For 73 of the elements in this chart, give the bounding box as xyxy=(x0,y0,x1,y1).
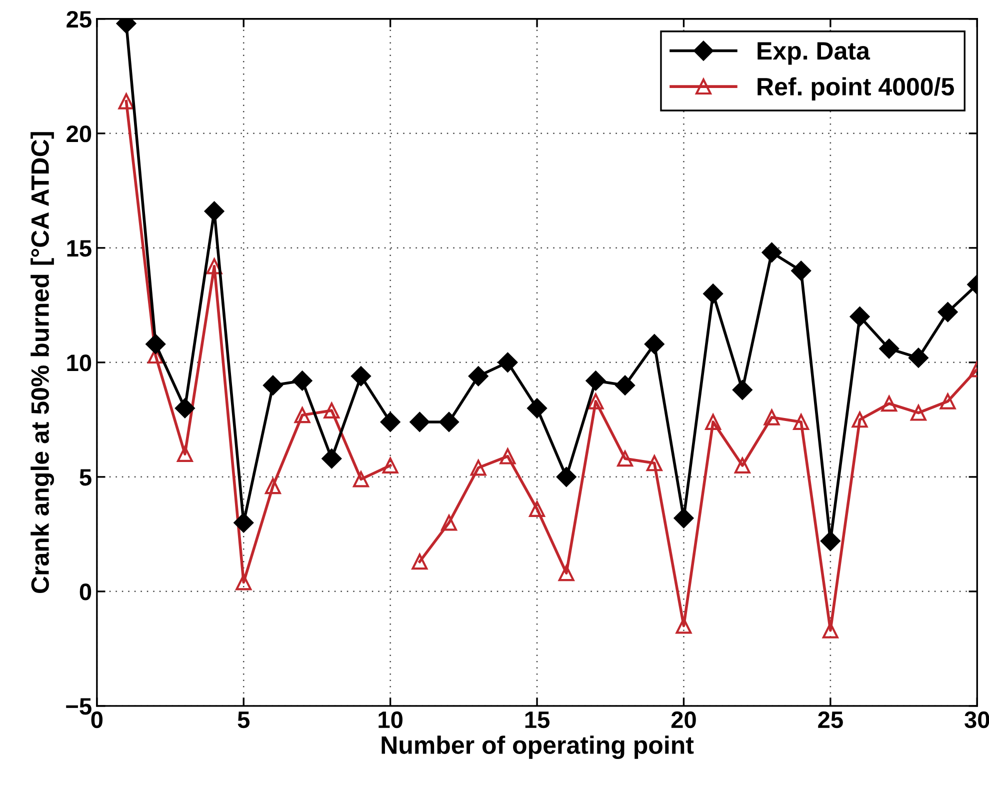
point xyxy=(732,380,752,400)
point xyxy=(938,302,958,322)
point xyxy=(586,370,606,391)
x-tick-label: 0 xyxy=(91,711,103,728)
point xyxy=(852,412,868,428)
point xyxy=(791,260,811,281)
point xyxy=(412,554,428,570)
point xyxy=(441,514,457,531)
x-tick-label: 25 xyxy=(818,711,843,728)
point xyxy=(500,448,516,464)
point xyxy=(176,446,193,462)
x-tick-label: 30 xyxy=(964,711,989,728)
point xyxy=(734,457,750,474)
point xyxy=(264,478,281,494)
point xyxy=(382,457,398,474)
point xyxy=(352,471,369,488)
x-axis-title: Number of operating point xyxy=(382,736,694,759)
point xyxy=(820,531,840,551)
point xyxy=(146,334,166,354)
x-tick-label: 15 xyxy=(525,712,550,728)
point xyxy=(762,242,782,262)
point xyxy=(793,414,810,430)
x-tick-label: 5 xyxy=(238,712,250,728)
point xyxy=(910,404,926,421)
point xyxy=(764,409,780,426)
legend-label: Ref. point 4000/5 xyxy=(758,77,954,100)
point xyxy=(324,402,340,418)
point xyxy=(498,352,518,372)
point xyxy=(292,370,312,391)
legend-label: Exp. Data xyxy=(758,42,870,65)
y-tick-label: 20 xyxy=(66,125,92,142)
point xyxy=(617,450,634,467)
point xyxy=(881,396,898,412)
point xyxy=(234,512,254,533)
point xyxy=(294,407,310,424)
point xyxy=(556,467,576,487)
point xyxy=(206,258,222,274)
x-tick-label: 10 xyxy=(378,711,402,728)
point xyxy=(236,574,252,590)
point xyxy=(351,366,371,386)
point xyxy=(527,398,547,418)
y-tick-label: −5 xyxy=(66,698,92,715)
point xyxy=(588,393,604,410)
x-tick-label: 20 xyxy=(671,711,696,728)
point xyxy=(646,455,662,472)
point xyxy=(703,284,723,304)
point xyxy=(175,398,195,418)
point xyxy=(322,448,342,468)
point xyxy=(204,201,224,222)
point xyxy=(410,412,430,432)
y-tick-label: 10 xyxy=(67,354,92,372)
point xyxy=(380,412,400,432)
point xyxy=(615,375,635,396)
point xyxy=(118,93,134,110)
point xyxy=(470,460,486,476)
point xyxy=(908,348,928,368)
point xyxy=(439,412,459,432)
y-tick-label: 15 xyxy=(67,240,92,257)
point xyxy=(468,366,488,386)
y-tick-label: 25 xyxy=(66,10,92,28)
point xyxy=(676,618,692,634)
point xyxy=(705,414,722,430)
point xyxy=(644,334,664,354)
point xyxy=(263,375,283,396)
point xyxy=(850,306,870,326)
point xyxy=(674,508,694,528)
point xyxy=(558,565,574,582)
point xyxy=(940,393,956,410)
y-tick-label: 5 xyxy=(80,469,92,486)
point xyxy=(529,500,546,517)
y-tick-label: 0 xyxy=(80,584,92,600)
y-axis-title: Crank angle at 50% burned [°CA ATDC] xyxy=(30,132,54,594)
point xyxy=(879,338,899,359)
